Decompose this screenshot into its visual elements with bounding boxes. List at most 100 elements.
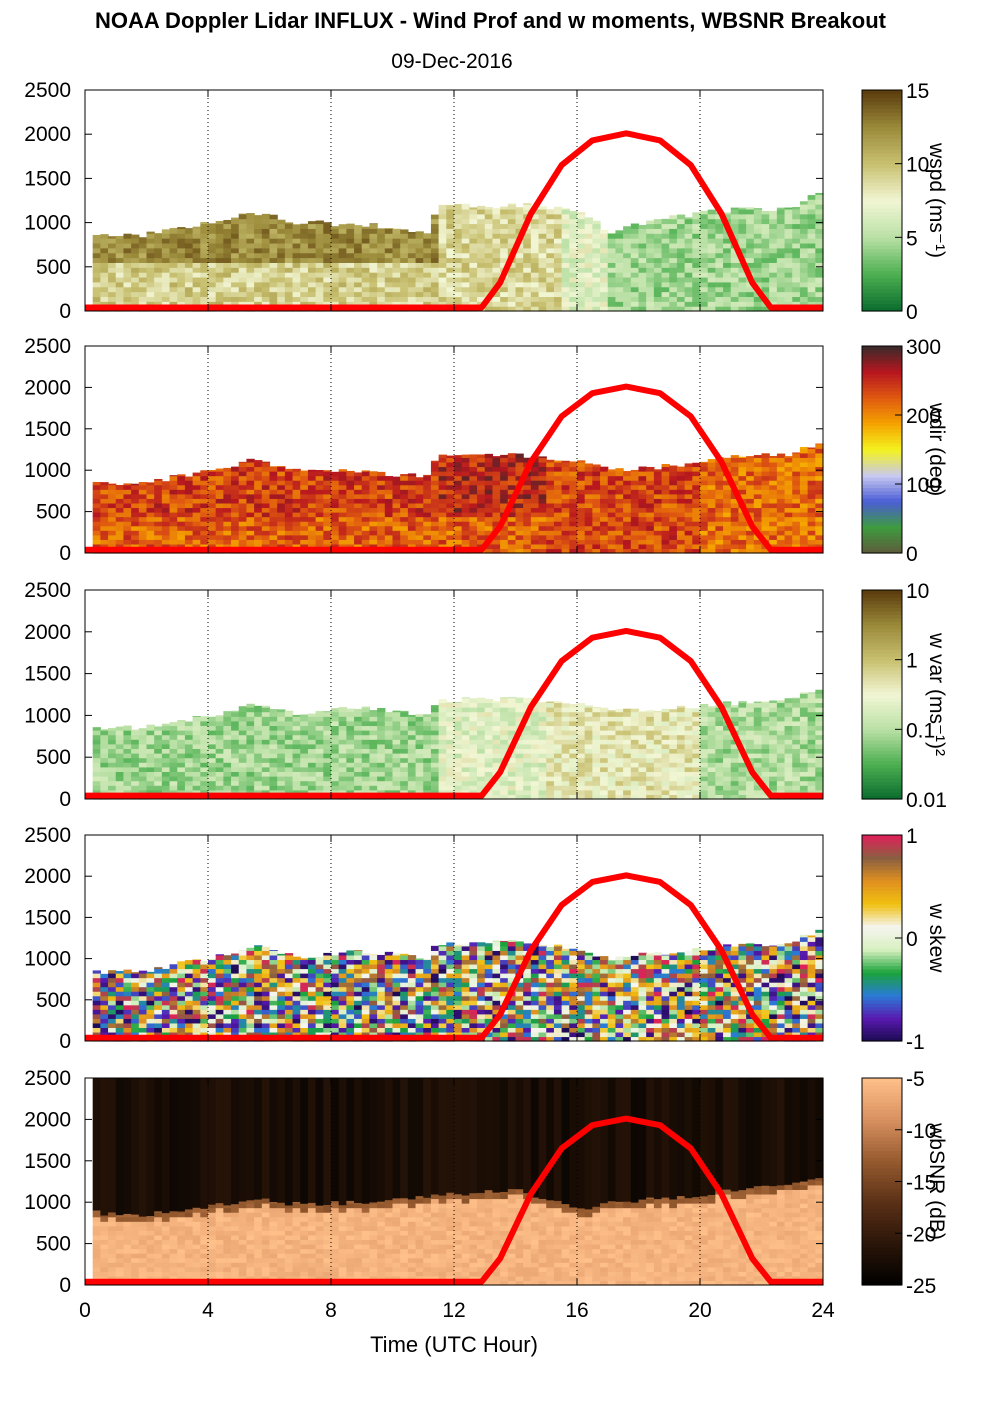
heatmap-cell bbox=[354, 276, 363, 283]
heatmap-cell bbox=[815, 257, 824, 263]
heatmap-cell bbox=[430, 484, 440, 490]
heatmap-cell bbox=[315, 475, 324, 481]
heatmap-cell bbox=[369, 748, 378, 754]
heatmap-cell bbox=[484, 725, 494, 731]
heatmap-cell bbox=[507, 521, 517, 527]
heatmap-cell bbox=[738, 286, 747, 293]
heatmap-cell bbox=[623, 530, 632, 536]
heatmap-cell bbox=[307, 734, 317, 740]
heatmap-cell bbox=[446, 267, 455, 273]
heatmap-cell bbox=[131, 539, 140, 545]
heatmap-cell bbox=[784, 530, 793, 536]
heatmap-cell bbox=[438, 286, 447, 293]
heatmap-cell bbox=[561, 493, 570, 499]
heatmap-cell bbox=[738, 525, 747, 531]
heatmap-cell bbox=[277, 281, 286, 288]
heatmap-cell bbox=[369, 543, 378, 550]
heatmap-cell bbox=[577, 460, 586, 463]
heatmap-cell bbox=[323, 720, 332, 727]
heatmap-cell bbox=[284, 507, 294, 513]
heatmap-cell bbox=[384, 757, 394, 763]
heatmap-cell bbox=[523, 233, 532, 239]
heatmap-cell bbox=[676, 502, 686, 509]
heatmap-cell bbox=[108, 534, 117, 540]
heatmap-cell bbox=[92, 748, 101, 754]
heatmap-cell bbox=[538, 213, 547, 220]
heatmap-cell bbox=[307, 471, 317, 477]
heatmap-cell bbox=[292, 534, 301, 540]
heatmap-cell bbox=[461, 475, 470, 481]
heatmap-cell bbox=[269, 748, 278, 754]
heatmap-cell bbox=[538, 475, 547, 481]
heatmap-cell bbox=[392, 480, 401, 486]
heatmap-cell bbox=[92, 262, 101, 268]
heatmap-cell bbox=[238, 296, 248, 302]
heatmap-cell bbox=[607, 262, 617, 268]
heatmap-cell bbox=[284, 262, 294, 268]
heatmap-cell bbox=[169, 722, 178, 727]
heatmap-cell bbox=[569, 498, 578, 504]
heatmap-cell bbox=[454, 757, 463, 763]
heatmap-cell bbox=[753, 238, 763, 244]
heatmap-cell bbox=[300, 296, 309, 302]
heatmap-cell bbox=[131, 257, 140, 263]
heatmap-cell bbox=[746, 457, 755, 463]
heatmap-cell bbox=[799, 530, 809, 536]
heatmap-cell bbox=[223, 739, 232, 745]
heatmap-cell bbox=[331, 521, 340, 527]
heatmap-cell bbox=[200, 757, 209, 763]
heatmap-cell bbox=[477, 748, 486, 754]
heatmap-cell bbox=[407, 301, 417, 307]
heatmap-cell bbox=[492, 730, 501, 736]
heatmap-cell bbox=[584, 512, 593, 518]
heatmap-cell bbox=[238, 748, 248, 754]
colorbar-tick-label: 200 bbox=[906, 405, 941, 428]
heatmap-cell bbox=[384, 228, 394, 229]
heatmap-cell bbox=[407, 262, 417, 268]
heatmap-cell bbox=[284, 242, 294, 249]
heatmap-cell bbox=[392, 233, 401, 239]
heatmap-cell bbox=[169, 502, 178, 509]
heatmap-cell bbox=[615, 301, 624, 307]
heatmap-cell bbox=[300, 475, 309, 481]
heatmap-cell bbox=[300, 730, 309, 736]
heatmap-cell bbox=[553, 493, 563, 499]
heatmap-cell bbox=[400, 229, 409, 234]
heatmap-cell bbox=[254, 484, 263, 490]
heatmap-cell bbox=[331, 725, 340, 731]
heatmap-cell bbox=[346, 498, 355, 504]
heatmap-cell bbox=[315, 530, 324, 536]
heatmap-cell bbox=[377, 267, 386, 273]
heatmap-cell bbox=[384, 534, 394, 540]
heatmap-cell bbox=[307, 771, 317, 777]
heatmap-cell bbox=[692, 218, 701, 225]
heatmap-cell bbox=[284, 475, 294, 481]
heatmap-cell bbox=[284, 543, 294, 550]
heatmap-cell bbox=[515, 276, 524, 283]
heatmap-cell bbox=[392, 710, 401, 713]
heatmap-cell bbox=[177, 227, 186, 229]
heatmap-cell bbox=[423, 286, 432, 293]
heatmap-cell bbox=[131, 748, 140, 754]
heatmap-cell bbox=[415, 720, 424, 727]
heatmap-cell bbox=[184, 228, 194, 234]
heatmap-cell bbox=[200, 471, 209, 477]
heatmap-cell bbox=[484, 771, 494, 777]
heatmap-cell bbox=[454, 204, 463, 210]
heatmap-cell bbox=[507, 272, 517, 278]
heatmap-cell bbox=[184, 493, 194, 499]
heatmap-cell bbox=[730, 498, 740, 504]
heatmap-cell bbox=[738, 213, 747, 220]
heatmap-cell bbox=[400, 525, 409, 531]
heatmap-cell bbox=[300, 757, 309, 763]
heatmap-cell bbox=[407, 739, 417, 745]
heatmap-cell bbox=[284, 257, 294, 263]
heatmap-cell bbox=[769, 247, 778, 254]
heatmap-cell bbox=[300, 776, 309, 782]
heatmap-cell bbox=[215, 276, 224, 283]
heatmap-cell bbox=[753, 466, 763, 472]
heatmap-cell bbox=[146, 291, 155, 298]
heatmap-cell bbox=[692, 484, 701, 490]
colorbar-segment bbox=[862, 222, 902, 227]
heatmap-cell bbox=[146, 785, 155, 791]
